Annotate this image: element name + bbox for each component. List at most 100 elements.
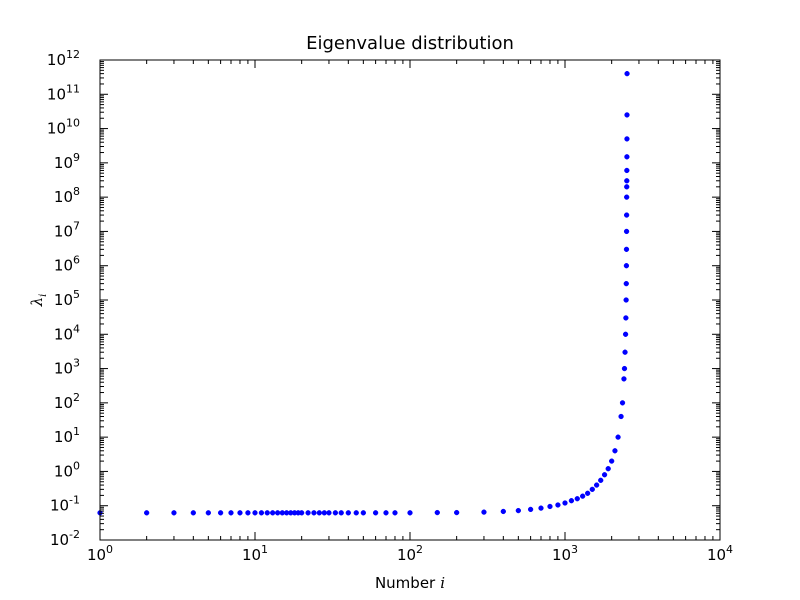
data-point [515,507,521,514]
y-tick-label: 10-1 [50,494,80,515]
chart-title: Eigenvalue distribution [306,33,514,54]
data-point [326,510,332,516]
x-axis-label-var: i [440,574,445,592]
data-point [305,510,311,516]
data-point [623,315,629,321]
data-point [264,510,270,516]
y-tick-label: 106 [54,254,80,275]
data-point [481,509,487,515]
data-point [589,486,595,493]
x-tick-label: 104 [707,543,733,564]
data-point [372,510,379,516]
data-point [623,228,630,235]
data-point [144,510,150,516]
data-point [555,502,561,508]
y-tick-label: 10-2 [50,528,80,549]
x-axis-label: Number i [375,574,445,592]
data-point [624,136,630,142]
data-point [407,510,413,516]
data-point [574,496,580,502]
data-point [547,503,553,510]
data-point [321,510,327,516]
x-axis-label-text: Number [375,574,436,592]
y-tick-label: 102 [54,391,80,412]
y-tick-label: 109 [54,151,80,172]
data-point [624,184,630,190]
y-axis-label-sub: i [38,294,49,297]
data-point [621,376,627,382]
x-tick-label: 100 [87,543,113,564]
data-point [353,510,359,516]
y-axis-label-var: λ [28,297,46,308]
data-point [623,297,629,303]
data-point [615,434,621,440]
data-point [624,194,630,200]
data-point [205,510,211,516]
data-point [562,500,568,506]
y-axis-ticks: 10-2 10-1 100 101 102 103 104 105 106 107 108 109 10… [47,48,720,549]
data-point [454,509,460,516]
data-point [360,510,366,516]
scatter-series [97,70,630,516]
y-tick-label: 107 [54,219,80,240]
data-point [622,331,629,337]
data-point [623,280,629,287]
data-point [332,510,339,516]
data-point [624,112,630,118]
data-point [580,493,586,499]
data-point [252,510,258,516]
y-tick-label: 100 [54,459,80,480]
data-point [585,490,591,496]
data-point [190,510,196,516]
data-point [345,510,351,516]
data-point [621,365,628,372]
data-point [623,263,630,269]
data-point [623,246,630,253]
x-tick-label: 101 [242,543,268,564]
data-point [624,70,630,77]
data-point [609,458,615,464]
data-point [612,448,618,454]
y-axis-label: λi [28,294,49,308]
data-point [527,506,534,513]
data-point [258,510,265,516]
y-tick-label: 1010 [47,117,80,138]
data-point [217,510,224,516]
y-tick-label: 101 [54,425,80,446]
y-tick-label: 105 [54,288,80,309]
x-axis-ticks: 100 101 102 103 104 [87,60,733,564]
data-point [270,510,276,516]
data-point [311,510,317,516]
data-point [434,509,440,516]
data-point [392,510,398,516]
y-tick-label: 1012 [47,48,80,69]
y-tick-label: 108 [54,185,80,206]
y-tick-label: 104 [54,322,80,343]
data-point [228,510,234,516]
data-point [623,212,630,218]
data-point [593,482,600,488]
data-point [171,510,177,516]
data-point [619,400,626,406]
data-point [538,505,544,511]
x-tick-label: 103 [552,543,578,564]
data-point [622,349,628,355]
data-point [624,154,630,160]
data-point [245,510,251,516]
data-point [299,510,305,516]
data-point [598,477,604,483]
data-point [601,472,608,478]
x-tick-label: 102 [397,543,423,564]
data-point [237,510,243,516]
data-point [500,508,506,515]
data-point [605,466,611,472]
data-point [383,510,389,516]
data-point [624,167,630,174]
y-tick-label: 103 [54,357,80,378]
data-point [279,510,285,516]
data-point [316,510,322,516]
plot-frame [99,59,721,541]
data-point [618,413,624,420]
